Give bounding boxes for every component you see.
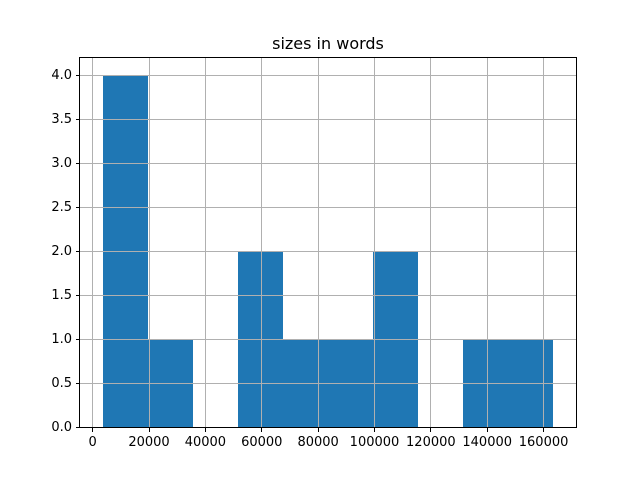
gridline-vertical	[92, 57, 94, 428]
y-tick-mark	[75, 118, 80, 120]
gridline-horizontal	[80, 162, 576, 164]
plot-area	[79, 56, 577, 429]
y-tick-mark	[75, 426, 80, 428]
gridline-vertical	[543, 57, 545, 428]
gridline-vertical	[486, 57, 488, 428]
y-tick-label: 4.0	[51, 68, 72, 84]
x-tick-label: 80000	[297, 435, 339, 451]
x-tick-label: 20000	[128, 435, 170, 451]
x-tick-mark	[430, 427, 432, 432]
y-tick-label: 0.5	[51, 376, 72, 392]
gridline-vertical	[261, 57, 263, 428]
chart-title: sizes in words	[272, 34, 384, 53]
y-tick-mark	[75, 74, 80, 76]
y-tick-label: 3.5	[51, 112, 72, 128]
y-tick-mark	[75, 382, 80, 384]
x-tick-mark	[261, 427, 263, 432]
x-tick-mark	[543, 427, 545, 432]
x-tick-label: 120000	[406, 435, 456, 451]
y-tick-label: 1.0	[51, 332, 72, 348]
x-tick-mark	[317, 427, 319, 432]
y-tick-label: 0.0	[51, 420, 72, 436]
y-tick-label: 3.0	[51, 156, 72, 172]
x-tick-label: 160000	[518, 435, 569, 451]
x-tick-mark	[204, 427, 206, 432]
y-tick-label: 1.5	[51, 288, 72, 304]
y-tick-label: 2.5	[51, 200, 72, 216]
gridline-horizontal	[80, 382, 576, 384]
gridline-horizontal	[80, 426, 576, 428]
x-tick-label: 60000	[241, 435, 283, 451]
gridline-horizontal	[80, 74, 576, 76]
x-tick-mark	[486, 427, 488, 432]
gridline-horizontal	[80, 250, 576, 252]
y-tick-label: 2.0	[51, 244, 72, 260]
gridline-horizontal	[80, 206, 576, 208]
gridline-horizontal	[80, 294, 576, 296]
gridline-vertical	[148, 57, 150, 428]
y-tick-mark	[75, 206, 80, 208]
x-tick-mark	[92, 427, 94, 432]
gridline-vertical	[430, 57, 432, 428]
y-tick-mark	[75, 250, 80, 252]
x-tick-label: 0	[88, 435, 97, 451]
y-tick-mark	[75, 162, 80, 164]
gridline-vertical	[317, 57, 319, 428]
x-tick-label: 140000	[462, 435, 513, 451]
gridline-horizontal	[80, 338, 576, 340]
y-tick-mark	[75, 338, 80, 340]
x-tick-mark	[148, 427, 150, 432]
x-tick-label: 40000	[184, 435, 227, 451]
gridline-vertical	[204, 57, 206, 428]
gridline-horizontal	[80, 118, 576, 120]
x-tick-mark	[374, 427, 375, 432]
y-tick-mark	[75, 294, 80, 296]
gridline-vertical	[374, 57, 375, 428]
x-tick-label: 100000	[349, 435, 400, 451]
